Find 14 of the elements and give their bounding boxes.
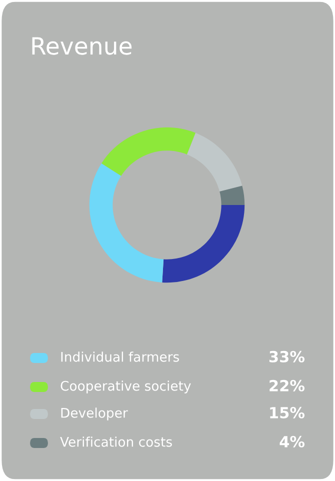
donut-slice <box>162 205 245 283</box>
legend-label: Verification costs <box>60 436 172 447</box>
donut-slice <box>220 186 245 205</box>
data-label: 33% <box>269 350 305 362</box>
data-label: 22% <box>270 380 305 392</box>
chart-title: Revenue <box>32 37 132 55</box>
data-label: 15% <box>270 406 305 418</box>
donut-slice <box>89 163 164 282</box>
data-label: 4% <box>280 436 305 448</box>
donut-slice <box>186 132 242 192</box>
legend-label: Individual farmers <box>61 352 180 362</box>
legend-label: Cooperative society <box>60 380 191 394</box>
legend-label: Developer <box>61 408 128 420</box>
donut-slice <box>101 127 196 176</box>
